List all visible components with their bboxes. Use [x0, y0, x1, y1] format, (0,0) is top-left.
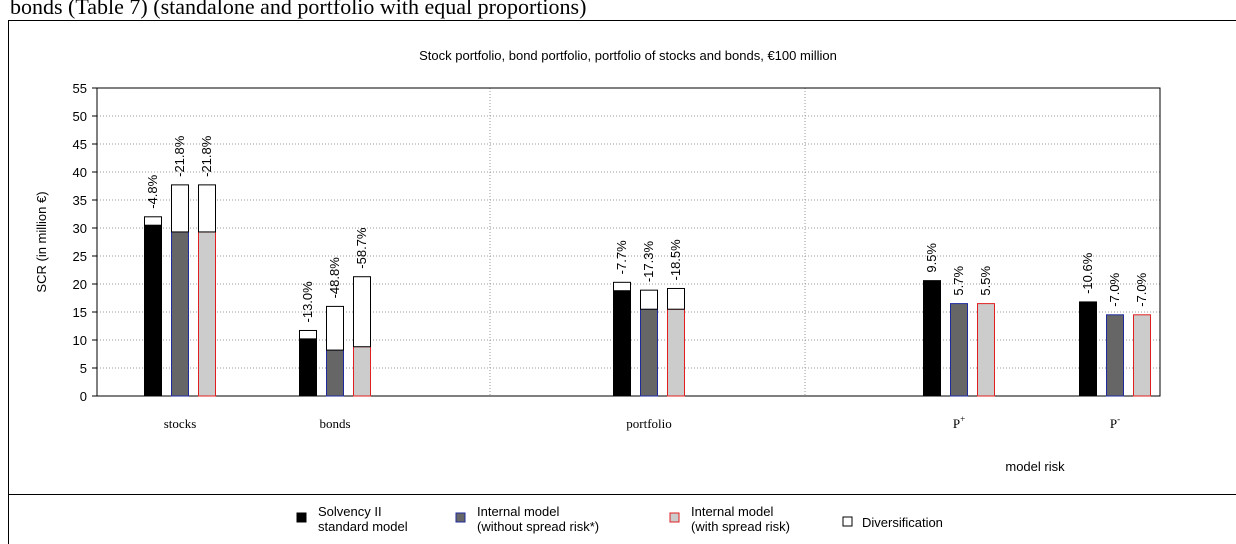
- y-tick-label: 45: [73, 137, 87, 152]
- change-label: 5.5%: [978, 266, 993, 296]
- bar: [299, 338, 317, 397]
- change-label: -21.8%: [172, 135, 187, 177]
- change-label: -7.7%: [614, 240, 629, 274]
- category: portfolio: [626, 416, 672, 431]
- y-tick-label: 40: [73, 165, 87, 180]
- bar: [667, 308, 685, 397]
- x-tick-label: portfolio: [626, 416, 672, 431]
- legend-swatch: [842, 516, 853, 527]
- bar: [613, 290, 631, 397]
- diversification-bar: [353, 276, 371, 348]
- y-tick-label: 55: [73, 81, 87, 96]
- y-tick-label: 50: [73, 109, 87, 124]
- change-label: -13.0%: [300, 281, 315, 323]
- y-tick-label: 10: [73, 333, 87, 348]
- y-tick-label: 0: [80, 389, 87, 404]
- bar: [1106, 314, 1124, 397]
- bar: [1079, 301, 1097, 397]
- chart-title: Stock portfolio, bond portfolio, portfol…: [419, 48, 837, 63]
- y-tick-label: 15: [73, 305, 87, 320]
- diversification-bar: [198, 184, 216, 233]
- group-label: model risk: [1005, 459, 1065, 474]
- x-tick-label: bonds: [319, 416, 350, 431]
- diversification-bar: [613, 281, 631, 292]
- legend-label: (without spread risk*): [477, 519, 599, 534]
- change-label: 5.7%: [951, 266, 966, 296]
- change-label: -18.5%: [668, 239, 683, 281]
- diversification-bar: [299, 329, 317, 340]
- category-superscript: -: [1117, 414, 1120, 424]
- legend-label: Diversification: [862, 515, 943, 530]
- bar: [950, 303, 968, 397]
- bar: [640, 308, 658, 397]
- legend-label: Internal model: [691, 504, 773, 519]
- diversification-bar: [171, 184, 189, 233]
- bar: [353, 346, 371, 397]
- category: bonds: [319, 416, 350, 431]
- diversification-bar: [144, 216, 162, 226]
- bar: [144, 224, 162, 397]
- change-label: -48.8%: [327, 257, 342, 299]
- bar: [171, 231, 189, 397]
- diversification-bar: [326, 305, 344, 351]
- legend-label: (with spread risk): [691, 519, 790, 534]
- diversification-bar: [640, 289, 658, 310]
- bar: [977, 303, 995, 397]
- y-axis-label: SCR (in million €): [34, 191, 49, 292]
- frame: [8, 20, 1236, 544]
- change-label: -4.8%: [145, 174, 160, 208]
- change-label: -17.3%: [641, 241, 656, 283]
- y-tick-label: 5: [80, 361, 87, 376]
- legend-label: Solvency II: [318, 504, 382, 519]
- x-tick-label: P-: [1110, 414, 1120, 431]
- change-label: -7.0%: [1107, 272, 1122, 306]
- change-label: -21.8%: [199, 135, 214, 177]
- header: bonds (Table 7) (standalone and portfoli…: [10, 0, 586, 19]
- bar: [923, 280, 941, 397]
- legend-label: standard model: [318, 519, 408, 534]
- category-superscript: +: [960, 414, 965, 424]
- y-tick-label: 25: [73, 249, 87, 264]
- legend-swatch: [669, 512, 680, 523]
- legend-swatch: [455, 512, 466, 523]
- x-tick-label: P+: [953, 414, 965, 431]
- bar: [326, 349, 344, 397]
- bar: [198, 231, 216, 397]
- change-label: -7.0%: [1134, 272, 1149, 306]
- change-label: -10.6%: [1080, 252, 1095, 294]
- x-tick-label: stocks: [164, 416, 197, 431]
- bar: [1133, 314, 1151, 397]
- y-tick-label: 30: [73, 221, 87, 236]
- category: P: [953, 416, 960, 431]
- category: stocks: [164, 416, 197, 431]
- y-tick-label: 35: [73, 193, 87, 208]
- legend-label: Internal model: [477, 504, 559, 519]
- change-label: 9.5%: [924, 243, 939, 273]
- category: P: [1110, 416, 1117, 431]
- change-label: -58.7%: [354, 227, 369, 269]
- y-tick-label: 20: [73, 277, 87, 292]
- diversification-bar: [667, 287, 685, 310]
- legend-swatch: [296, 512, 307, 523]
